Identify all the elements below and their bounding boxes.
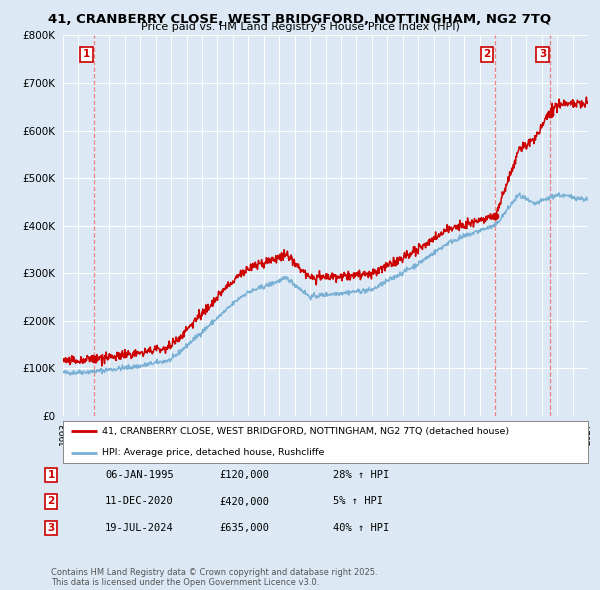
Text: 3: 3 [539, 50, 546, 60]
Text: 19-JUL-2024: 19-JUL-2024 [105, 523, 174, 533]
Text: HPI: Average price, detached house, Rushcliffe: HPI: Average price, detached house, Rush… [103, 448, 325, 457]
Text: 41, CRANBERRY CLOSE, WEST BRIDGFORD, NOTTINGHAM, NG2 7TQ: 41, CRANBERRY CLOSE, WEST BRIDGFORD, NOT… [49, 13, 551, 26]
Text: Price paid vs. HM Land Registry's House Price Index (HPI): Price paid vs. HM Land Registry's House … [140, 22, 460, 32]
Text: 5% ↑ HPI: 5% ↑ HPI [333, 497, 383, 506]
Text: 40% ↑ HPI: 40% ↑ HPI [333, 523, 389, 533]
Text: £120,000: £120,000 [219, 470, 269, 480]
Text: 28% ↑ HPI: 28% ↑ HPI [333, 470, 389, 480]
Text: 41, CRANBERRY CLOSE, WEST BRIDGFORD, NOTTINGHAM, NG2 7TQ (detached house): 41, CRANBERRY CLOSE, WEST BRIDGFORD, NOT… [103, 427, 509, 436]
Text: 11-DEC-2020: 11-DEC-2020 [105, 497, 174, 506]
Text: £635,000: £635,000 [219, 523, 269, 533]
Text: 2: 2 [47, 497, 55, 506]
Text: 1: 1 [83, 50, 90, 60]
Text: £420,000: £420,000 [219, 497, 269, 506]
Text: 2: 2 [483, 50, 490, 60]
Text: 3: 3 [47, 523, 55, 533]
Text: 1: 1 [47, 470, 55, 480]
Text: Contains HM Land Registry data © Crown copyright and database right 2025.
This d: Contains HM Land Registry data © Crown c… [51, 568, 377, 587]
Text: 06-JAN-1995: 06-JAN-1995 [105, 470, 174, 480]
